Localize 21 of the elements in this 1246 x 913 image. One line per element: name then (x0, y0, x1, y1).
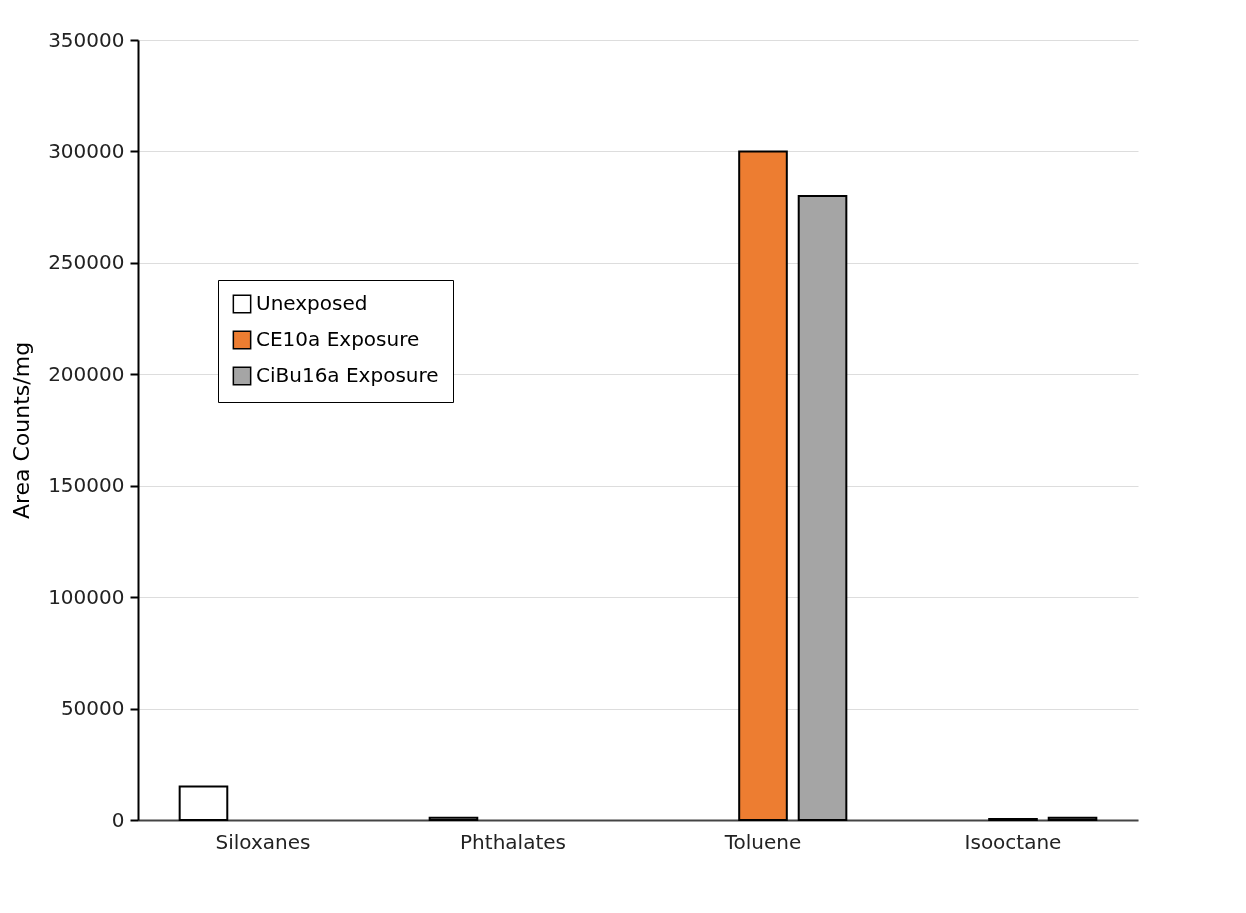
y-tick-label: 100000 (48, 584, 125, 609)
y-tick-label: 200000 (48, 361, 125, 386)
x-tick-label: Isooctane (964, 829, 1062, 854)
y-tick-label: 300000 (48, 138, 125, 163)
y-axis-title: Area Counts/mg (9, 341, 35, 520)
x-tick-label: Toluene (723, 829, 802, 854)
y-tick-label: 50000 (60, 696, 125, 721)
legend-label: Unexposed (256, 291, 368, 315)
bar (178, 785, 229, 821)
bar (428, 816, 479, 821)
y-tick-label: 350000 (48, 27, 125, 52)
bar (1047, 816, 1098, 821)
y-tick-label: 0 (111, 807, 125, 832)
legend-label: CiBu16a Exposure (256, 363, 439, 387)
bar (797, 195, 848, 821)
y-tick-label: 150000 (48, 473, 125, 498)
legend-label: CE10a Exposure (256, 327, 420, 351)
x-tick-label: Phthalates (460, 829, 566, 854)
y-tick-label: 250000 (48, 250, 125, 275)
x-tick-label: Siloxanes (215, 829, 311, 854)
bar (738, 150, 788, 821)
